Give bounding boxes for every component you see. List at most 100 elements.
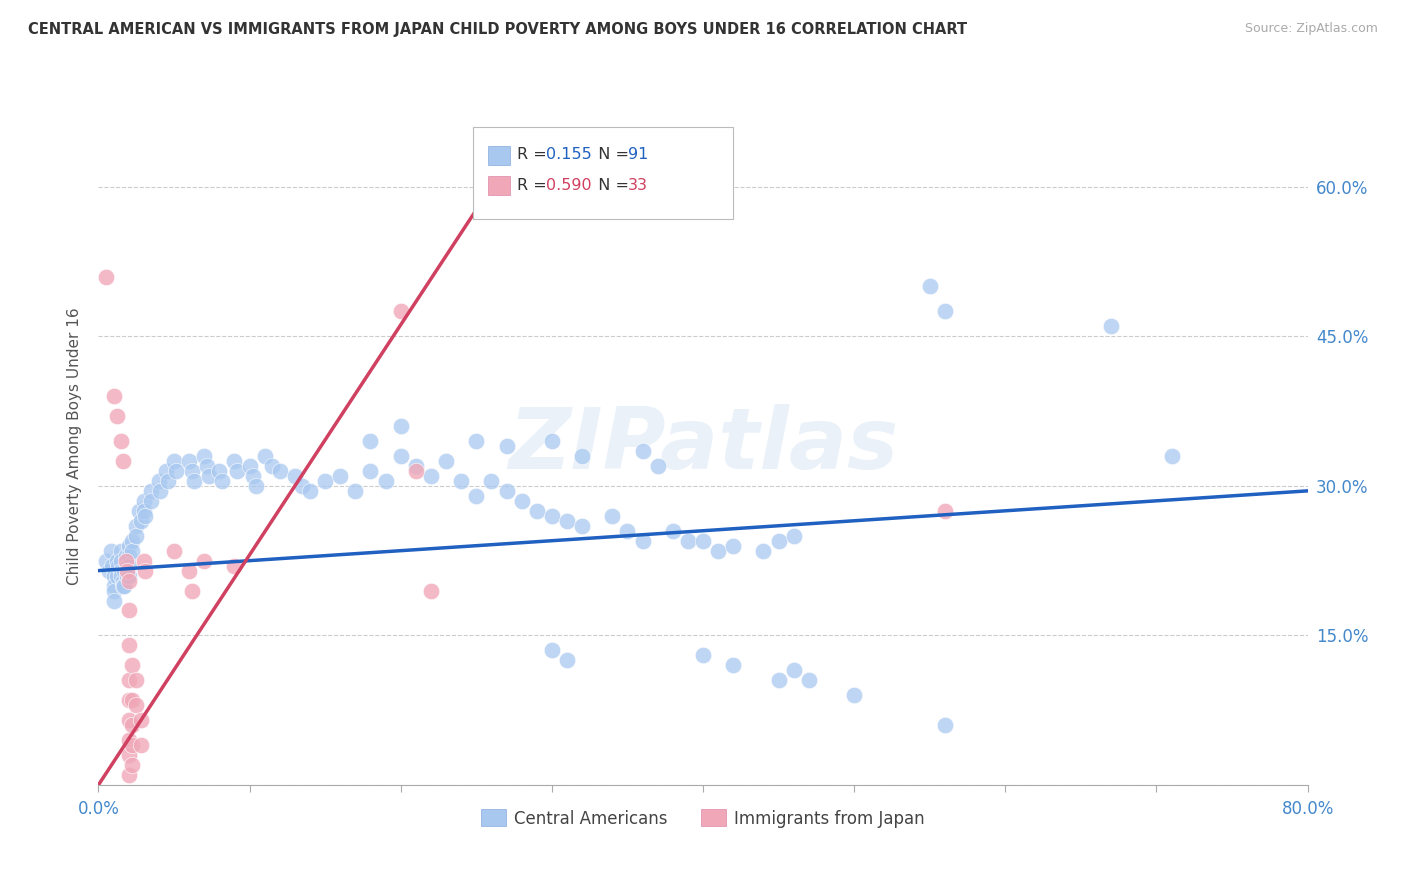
Point xyxy=(118,673,141,688)
Point xyxy=(118,747,141,762)
Point xyxy=(571,518,593,533)
Point xyxy=(783,529,806,543)
Point xyxy=(405,464,427,478)
Point xyxy=(616,524,638,538)
Point xyxy=(110,554,132,568)
Point xyxy=(245,479,267,493)
Point xyxy=(291,479,314,493)
Point xyxy=(114,554,136,568)
Point xyxy=(132,504,155,518)
Point xyxy=(723,539,745,553)
Point xyxy=(329,469,352,483)
Point xyxy=(112,578,135,592)
Y-axis label: Child Poverty Among Boys Under 16: Child Poverty Among Boys Under 16 xyxy=(67,307,83,585)
Point xyxy=(262,458,284,473)
Text: N =: N = xyxy=(588,147,634,162)
Point xyxy=(121,658,143,673)
Point xyxy=(374,474,396,488)
Text: 91: 91 xyxy=(628,147,648,162)
Point xyxy=(121,693,143,707)
Point xyxy=(115,564,138,578)
Point xyxy=(193,449,215,463)
Point xyxy=(107,558,129,573)
Point xyxy=(647,458,669,473)
Point xyxy=(100,543,122,558)
FancyBboxPatch shape xyxy=(488,145,509,165)
Point xyxy=(555,514,578,528)
Point xyxy=(934,304,956,318)
Point xyxy=(121,718,143,732)
Point xyxy=(118,733,141,747)
Text: R =: R = xyxy=(517,178,551,193)
Text: 33: 33 xyxy=(628,178,648,193)
Point xyxy=(156,474,179,488)
Point xyxy=(555,653,578,667)
Point xyxy=(450,474,472,488)
Point xyxy=(114,549,136,563)
Point xyxy=(526,504,548,518)
Point xyxy=(125,673,148,688)
Point xyxy=(224,558,246,573)
Point xyxy=(132,493,155,508)
Point xyxy=(239,458,262,473)
Point xyxy=(389,419,412,434)
Point xyxy=(465,434,488,448)
Text: 0.155: 0.155 xyxy=(546,147,592,162)
Point xyxy=(571,449,593,463)
Point xyxy=(121,758,143,772)
Point xyxy=(389,304,412,318)
Point xyxy=(405,458,427,473)
Point xyxy=(110,564,132,578)
Point xyxy=(98,564,121,578)
Point xyxy=(141,493,163,508)
Point xyxy=(692,533,714,548)
Point xyxy=(389,449,412,463)
Point xyxy=(125,518,148,533)
Point xyxy=(129,738,152,752)
Point xyxy=(224,454,246,468)
Point xyxy=(118,539,141,553)
Point xyxy=(115,568,138,582)
Point xyxy=(111,574,134,588)
Point xyxy=(103,568,125,582)
Point xyxy=(420,469,443,483)
Point xyxy=(360,434,382,448)
Point xyxy=(510,493,533,508)
Point xyxy=(134,508,156,523)
Point xyxy=(181,583,204,598)
Point xyxy=(540,643,562,657)
Point xyxy=(676,533,699,548)
Point xyxy=(481,474,503,488)
Point xyxy=(103,578,125,592)
Point xyxy=(155,464,177,478)
Point xyxy=(495,483,517,498)
Point xyxy=(110,568,132,582)
Point xyxy=(118,568,141,582)
Point xyxy=(125,529,148,543)
Point xyxy=(111,454,134,468)
Point xyxy=(226,464,249,478)
Point xyxy=(165,464,187,478)
Point xyxy=(183,474,205,488)
Point xyxy=(707,543,730,558)
Point xyxy=(105,409,128,423)
Point xyxy=(103,593,125,607)
Point xyxy=(118,549,141,563)
Point xyxy=(179,564,201,578)
Point xyxy=(918,279,941,293)
Point xyxy=(179,454,201,468)
Point xyxy=(118,693,141,707)
Point xyxy=(197,469,219,483)
Point xyxy=(631,444,654,458)
Point xyxy=(844,688,866,702)
FancyBboxPatch shape xyxy=(488,177,509,195)
Point xyxy=(128,504,150,518)
Point xyxy=(314,474,336,488)
Point xyxy=(495,439,517,453)
Point xyxy=(110,543,132,558)
Point xyxy=(118,558,141,573)
Point xyxy=(420,583,443,598)
Point xyxy=(163,543,186,558)
Point xyxy=(101,558,124,573)
Point xyxy=(344,483,367,498)
